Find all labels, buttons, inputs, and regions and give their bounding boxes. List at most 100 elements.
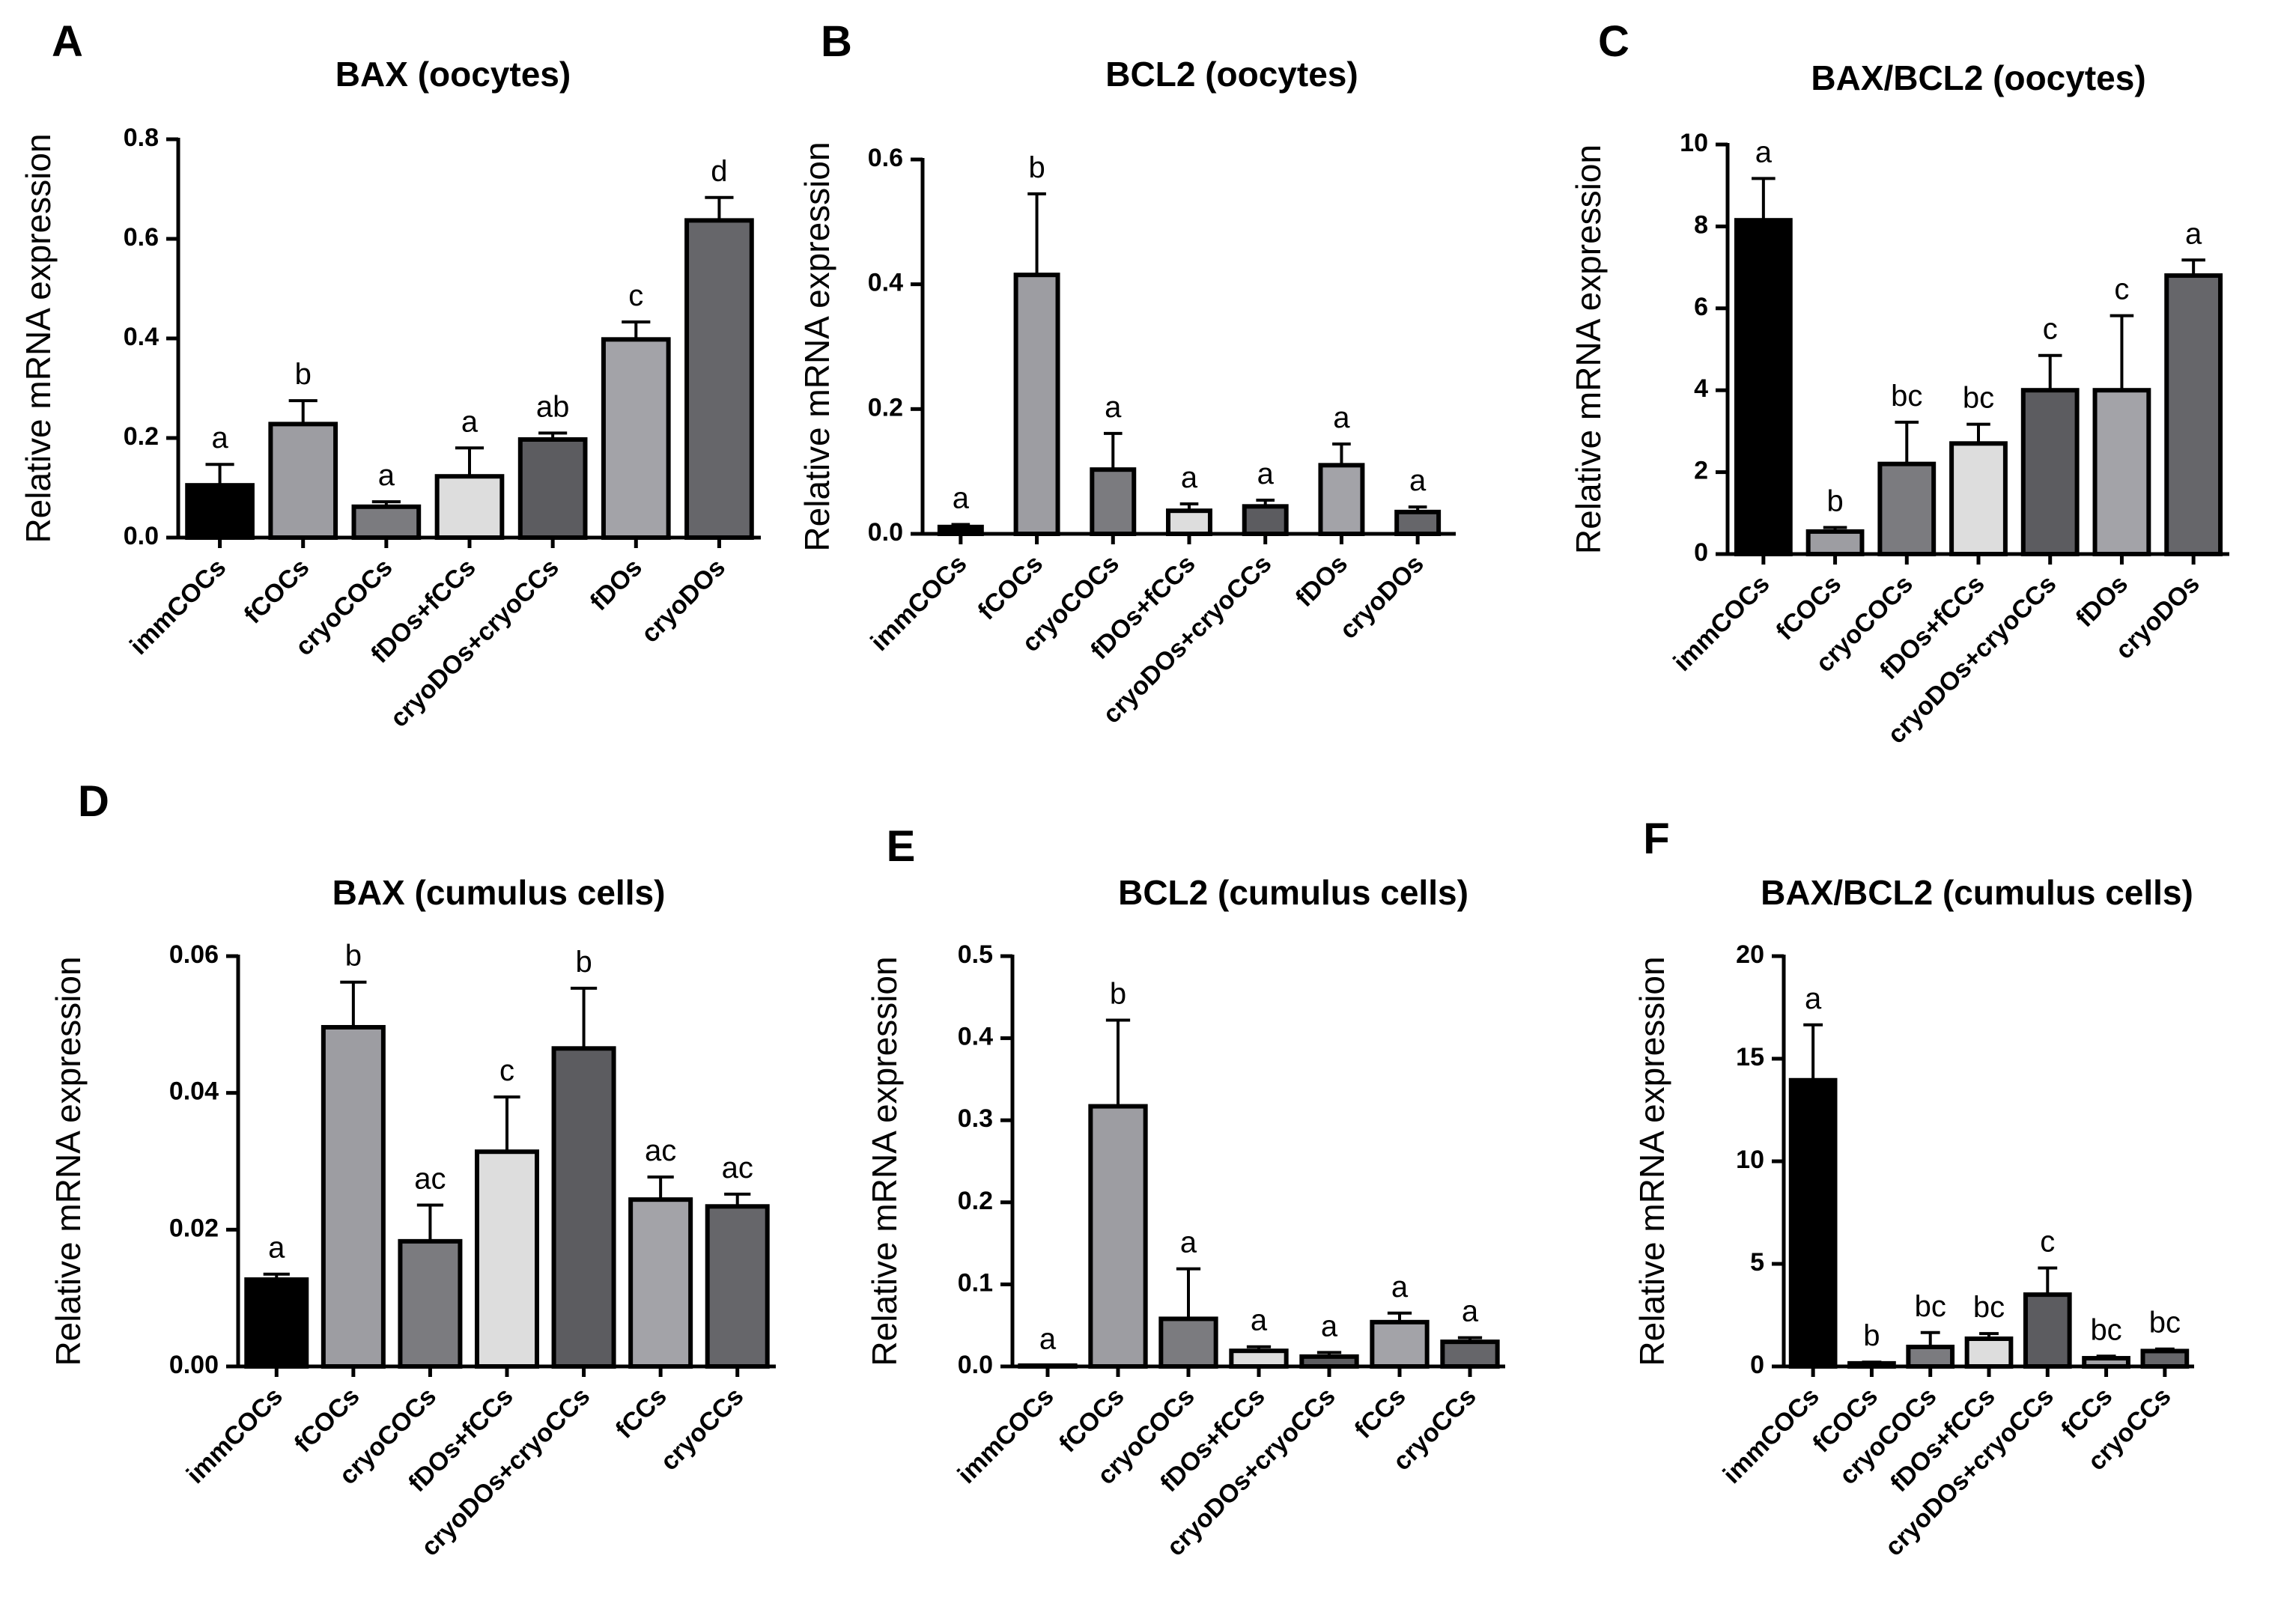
y-axis-label: Relative mRNA expression xyxy=(49,956,88,1366)
bar-cryoCOCs xyxy=(1090,467,1137,537)
significance-letter: a xyxy=(1321,1310,1338,1342)
significance-letter: a xyxy=(268,1232,285,1265)
y-tick-label: 0.4 xyxy=(124,323,159,351)
y-tick-label: 10 xyxy=(1736,1146,1764,1174)
significance-letter: c xyxy=(2043,313,2058,346)
bar-fDOs xyxy=(2092,388,2151,557)
significance-letter: a xyxy=(1257,457,1275,490)
bar-cryoDOs+cryoCCs xyxy=(517,437,588,540)
bar-cryoCCs xyxy=(705,1204,770,1369)
bar-fCCs xyxy=(1370,1319,1430,1369)
significance-letter: b xyxy=(345,940,362,973)
y-tick-label: 0.3 xyxy=(958,1104,993,1133)
y-tick-label: 0.06 xyxy=(169,940,219,969)
bar-cryoDOs xyxy=(1394,509,1442,536)
bar-fCOCs xyxy=(321,1024,386,1369)
bar-fDOs+fCCs xyxy=(1166,508,1212,537)
y-tick-label: 0.04 xyxy=(169,1077,219,1106)
significance-letter: ac xyxy=(414,1162,446,1195)
bar-cryoDOs+cryoCCs xyxy=(1299,1354,1359,1369)
significance-letter: a xyxy=(953,482,970,515)
bar-cryoDOs xyxy=(684,218,754,540)
y-tick-label: 0.0 xyxy=(124,522,159,550)
significance-letter: a xyxy=(1180,1226,1197,1259)
y-axis-label: Relative mRNA expression xyxy=(1569,145,1608,554)
chart-title: BAX (cumulus cells) xyxy=(332,873,666,912)
bar-fDOs+fCCs xyxy=(1229,1348,1289,1369)
significance-letter: a xyxy=(1462,1295,1479,1328)
category-label: cryoCCs xyxy=(655,1382,750,1476)
bar-fDOs xyxy=(1318,463,1365,536)
panel-label: B xyxy=(821,17,852,66)
y-tick-label: 0.4 xyxy=(868,269,903,297)
category-label: fCOCs xyxy=(973,550,1049,626)
bar-cryoCCs xyxy=(1440,1339,1500,1369)
significance-letter: a xyxy=(211,422,228,454)
bar-immCOCs xyxy=(185,483,255,540)
y-tick-label: 20 xyxy=(1736,940,1764,969)
chart-panel-A: A BAX (oocytes) Relative mRNA expression 0.… xyxy=(19,17,761,733)
category-label: fCOCs xyxy=(239,553,315,630)
significance-letter: b xyxy=(1028,151,1045,184)
significance-letter: c xyxy=(2114,273,2129,306)
chart-title: BAX/BCL2 (oocytes) xyxy=(1811,58,2145,97)
significance-letter: ac xyxy=(645,1134,676,1167)
bar-immCOCs xyxy=(1734,218,1793,556)
category-label: immCOCs xyxy=(1668,570,1775,677)
significance-letter: bc xyxy=(2149,1307,2181,1339)
y-tick-label: 0.4 xyxy=(958,1023,993,1051)
significance-letter: a xyxy=(1039,1322,1057,1355)
category-label: cryoDOs xyxy=(636,553,731,648)
bar-cryoDOs+cryoCCs xyxy=(2023,1292,2072,1369)
bar-cryoDOs xyxy=(2164,273,2223,556)
significance-letter: a xyxy=(1409,464,1427,497)
category-label: immCOCs xyxy=(953,1382,1060,1489)
bar-cryoDOs+cryoCCs xyxy=(1242,504,1289,536)
y-tick-label: 0.02 xyxy=(169,1214,219,1242)
category-label: fDOs xyxy=(2071,570,2133,633)
significance-letter: a xyxy=(1251,1304,1268,1337)
y-tick-label: 0 xyxy=(1750,1351,1764,1379)
bar-fDOs+fCCs xyxy=(1949,441,2008,556)
category-label: immCOCs xyxy=(181,1382,288,1489)
y-tick-label: 0 xyxy=(1694,538,1708,567)
bar-cryoCOCs xyxy=(1906,1344,1955,1369)
chart-panel-B: B BCL2 (oocytes) Relative mRNA expression 0… xyxy=(798,17,1456,729)
y-tick-label: 15 xyxy=(1736,1043,1764,1071)
significance-letter: b xyxy=(575,946,592,979)
category-label: fCCs xyxy=(1349,1382,1412,1444)
panel-label: A xyxy=(52,17,83,66)
bar-fCOCs xyxy=(268,422,338,540)
y-axis-label: Relative mRNA expression xyxy=(19,133,58,543)
panel-label: F xyxy=(1643,815,1669,863)
y-axis-label: Relative mRNA expression xyxy=(865,956,904,1366)
significance-letter: b xyxy=(295,358,312,391)
significance-letter: c xyxy=(499,1054,514,1087)
category-label: immCOCs xyxy=(865,550,972,657)
y-tick-label: 10 xyxy=(1680,129,1708,157)
chart-panel-D: D BAX (cumulus cells) Relative mRNA expres… xyxy=(49,777,776,1562)
bar-fCOCs xyxy=(1013,273,1060,536)
significance-letter: bc xyxy=(2090,1313,2121,1346)
bar-cryoCCs xyxy=(2140,1348,2190,1369)
bar-fCOCs xyxy=(1088,1104,1148,1369)
y-tick-label: 0.6 xyxy=(124,223,159,252)
panel-label: E xyxy=(887,822,916,871)
bar-fCOCs xyxy=(1805,529,1865,556)
significance-letter: c xyxy=(2040,1225,2055,1258)
y-tick-label: 0.2 xyxy=(958,1187,993,1215)
chart-panel-E: E BCL2 (cumulus cells) Relative mRNA expre… xyxy=(865,822,1505,1562)
bar-cryoCOCs xyxy=(1877,461,1937,556)
significance-letter: b xyxy=(1826,484,1843,517)
y-tick-label: 0.0 xyxy=(958,1351,993,1379)
bar-fCCs xyxy=(628,1197,693,1369)
bar-cryoDOs+cryoCCs xyxy=(2020,388,2080,557)
category-label: fDOs xyxy=(585,553,648,616)
category-label: fCOCs xyxy=(289,1382,365,1459)
significance-letter: a xyxy=(461,405,479,438)
bar-cryoCOCs xyxy=(1158,1316,1218,1369)
bar-cryoCOCs xyxy=(398,1238,463,1369)
significance-letter: ac xyxy=(722,1152,753,1184)
significance-letter: bc xyxy=(1973,1291,2005,1324)
significance-letter: a xyxy=(1181,461,1198,494)
